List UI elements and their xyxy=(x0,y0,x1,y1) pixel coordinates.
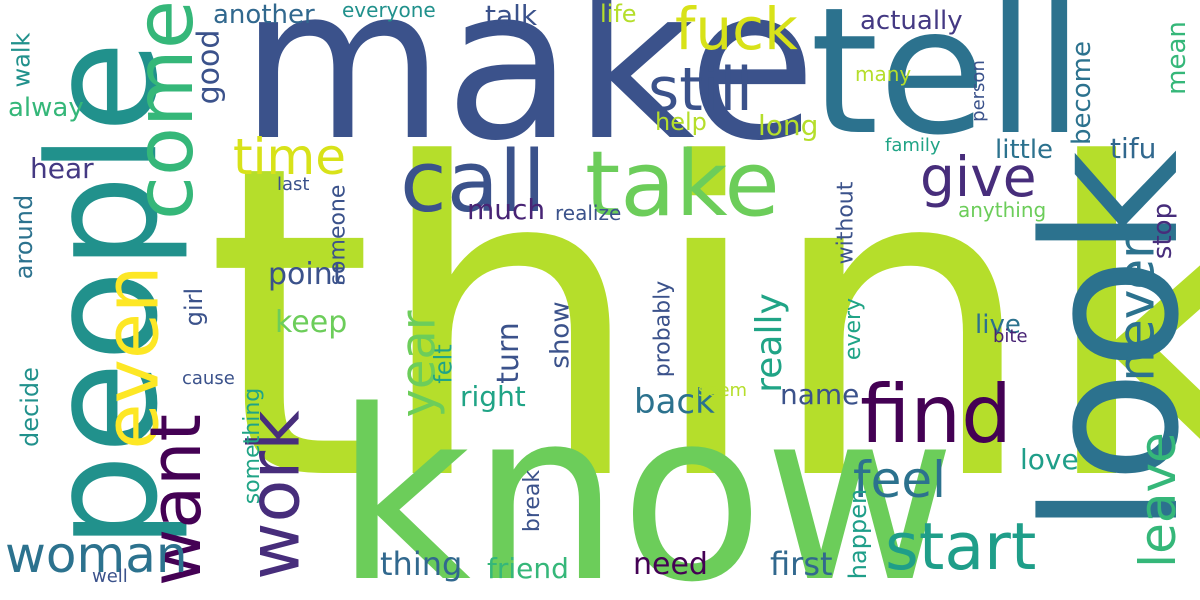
word: probably xyxy=(650,280,676,378)
word: first xyxy=(770,545,833,583)
word: name xyxy=(780,378,860,411)
word: never xyxy=(1107,238,1166,382)
word: last xyxy=(277,174,310,195)
word: without xyxy=(833,181,859,265)
word: still xyxy=(648,55,753,125)
word: little xyxy=(995,135,1054,165)
word: turn xyxy=(490,322,526,384)
word: girl xyxy=(180,287,209,327)
word: start xyxy=(885,510,1037,585)
word: good xyxy=(191,29,227,105)
word: actually xyxy=(860,6,963,36)
word: become xyxy=(1067,40,1098,146)
word: right xyxy=(460,380,526,413)
word: thing xyxy=(380,545,463,583)
word: well xyxy=(92,566,128,587)
word: much xyxy=(467,193,546,226)
word: decide xyxy=(15,367,44,447)
word: show xyxy=(545,301,576,369)
word: need xyxy=(633,547,708,582)
word: something xyxy=(240,387,266,505)
word: know xyxy=(335,361,957,600)
word: everyone xyxy=(342,0,436,22)
word: break xyxy=(520,469,546,533)
word: person xyxy=(967,60,989,122)
word: cause xyxy=(182,368,235,389)
word: many xyxy=(855,62,912,86)
word: keep xyxy=(275,305,348,340)
word: tell xyxy=(810,0,1084,174)
word: help xyxy=(655,108,707,136)
word: time xyxy=(233,128,346,186)
word: family xyxy=(885,135,941,156)
word: talk xyxy=(485,0,538,32)
word: find xyxy=(860,368,1012,461)
word: give xyxy=(920,145,1037,209)
word: felt xyxy=(429,344,458,384)
word: hear xyxy=(30,152,94,185)
word: around xyxy=(10,194,39,280)
word: someone xyxy=(325,184,351,286)
word: seem xyxy=(698,380,748,401)
word: call xyxy=(400,133,547,232)
word: happen xyxy=(844,488,873,580)
word: fuck xyxy=(675,0,798,63)
word: take xyxy=(585,132,780,237)
word: love xyxy=(1020,443,1079,476)
word: leave xyxy=(1128,432,1187,568)
word: realize xyxy=(555,201,622,225)
word: woman xyxy=(5,526,188,584)
word: anything xyxy=(958,198,1047,222)
word: every xyxy=(841,297,867,361)
word: make xyxy=(240,0,817,187)
word: tifu xyxy=(1110,132,1157,165)
word: life xyxy=(600,0,637,28)
word: mean xyxy=(1161,21,1192,95)
word: stop xyxy=(1148,202,1179,260)
word: another xyxy=(213,0,315,30)
word: live xyxy=(975,310,1021,340)
word: point xyxy=(268,257,345,292)
word: back xyxy=(634,382,715,422)
word: think xyxy=(205,75,1200,575)
word: long xyxy=(758,109,819,142)
word: walk xyxy=(7,32,36,88)
word: alway xyxy=(8,93,84,123)
word: friend xyxy=(487,552,569,585)
word: bite xyxy=(993,326,1028,347)
word: feel xyxy=(853,451,947,509)
